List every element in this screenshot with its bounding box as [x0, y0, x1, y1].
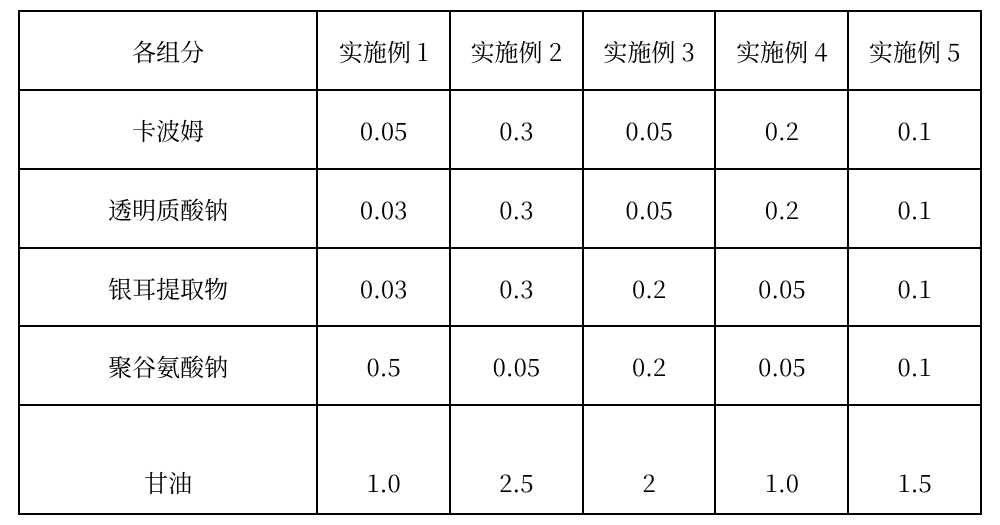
cell: 0.1 — [848, 90, 981, 169]
table-row: 透明质酸钠 0.03 0.3 0.05 0.2 0.1 — [19, 169, 981, 248]
cell: 0.05 — [583, 169, 716, 248]
cell: 0.2 — [583, 326, 716, 405]
row-label: 卡波姆 — [19, 90, 317, 169]
cell: 0.5 — [317, 326, 450, 405]
row-label: 聚谷氨酸钠 — [19, 326, 317, 405]
cell: 2 — [583, 405, 716, 514]
col-header: 实施例 4 — [715, 11, 848, 90]
cell: 1.0 — [715, 405, 848, 514]
cell: 0.05 — [715, 248, 848, 327]
cell: 0.3 — [450, 169, 583, 248]
col-header: 各组分 — [19, 11, 317, 90]
row-label: 甘油 — [19, 405, 317, 514]
cell: 0.3 — [450, 248, 583, 327]
table-row: 甘油 1.0 2.5 2 1.0 1.5 — [19, 405, 981, 514]
col-header: 实施例 1 — [317, 11, 450, 90]
table-row: 聚谷氨酸钠 0.5 0.05 0.2 0.05 0.1 — [19, 326, 981, 405]
composition-table: 各组分 实施例 1 实施例 2 实施例 3 实施例 4 实施例 5 卡波姆 0.… — [18, 10, 982, 515]
cell: 0.2 — [715, 90, 848, 169]
row-label: 银耳提取物 — [19, 248, 317, 327]
cell: 0.1 — [848, 248, 981, 327]
col-header: 实施例 5 — [848, 11, 981, 90]
cell: 1.5 — [848, 405, 981, 514]
cell: 0.05 — [583, 90, 716, 169]
cell: 0.05 — [317, 90, 450, 169]
cell: 0.05 — [715, 326, 848, 405]
cell: 2.5 — [450, 405, 583, 514]
cell: 0.1 — [848, 326, 981, 405]
col-header: 实施例 2 — [450, 11, 583, 90]
cell: 0.3 — [450, 90, 583, 169]
table-row: 银耳提取物 0.03 0.3 0.2 0.05 0.1 — [19, 248, 981, 327]
table-row: 卡波姆 0.05 0.3 0.05 0.2 0.1 — [19, 90, 981, 169]
cell: 1.0 — [317, 405, 450, 514]
table-container: 各组分 实施例 1 实施例 2 实施例 3 实施例 4 实施例 5 卡波姆 0.… — [0, 0, 1000, 525]
cell: 0.03 — [317, 169, 450, 248]
cell: 0.05 — [450, 326, 583, 405]
cell: 0.2 — [715, 169, 848, 248]
table-header-row: 各组分 实施例 1 实施例 2 实施例 3 实施例 4 实施例 5 — [19, 11, 981, 90]
row-label: 透明质酸钠 — [19, 169, 317, 248]
cell: 0.03 — [317, 248, 450, 327]
cell: 0.2 — [583, 248, 716, 327]
col-header: 实施例 3 — [583, 11, 716, 90]
cell: 0.1 — [848, 169, 981, 248]
